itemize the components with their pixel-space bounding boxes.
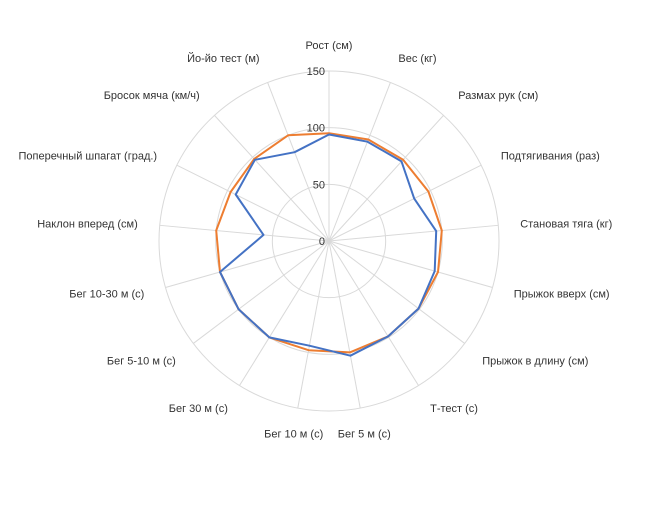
grid-spoke bbox=[328, 240, 419, 386]
grid-spoke bbox=[193, 240, 330, 344]
series-line-1 bbox=[219, 133, 438, 357]
grid-spoke bbox=[239, 240, 330, 386]
category-label: Йо-йо тест (м) bbox=[187, 52, 260, 65]
grid-spoke bbox=[328, 164, 482, 242]
grid-spoke bbox=[159, 224, 330, 242]
tick-label: 50 bbox=[313, 179, 325, 191]
category-label: Т-тест (с) bbox=[430, 403, 478, 415]
tick-label: 150 bbox=[307, 66, 325, 78]
grid-spoke bbox=[328, 82, 391, 242]
grid-spoke bbox=[297, 240, 330, 409]
grid-spoke bbox=[214, 115, 330, 242]
radar-grid bbox=[158, 70, 500, 412]
radial-tick-labels: 0 50 100 150 bbox=[307, 66, 325, 248]
grid-spoke bbox=[328, 240, 361, 409]
grid-spoke bbox=[328, 240, 465, 344]
grid-spoke bbox=[328, 224, 499, 242]
grid-spoke bbox=[165, 240, 330, 289]
radar-series bbox=[215, 132, 443, 357]
grid-spoke bbox=[176, 164, 330, 242]
category-label: Вес (кг) bbox=[398, 53, 436, 65]
category-label: Становая тяга (кг) bbox=[520, 218, 612, 230]
grid-spoke bbox=[328, 115, 444, 242]
category-label: Размах рук (см) bbox=[458, 90, 538, 102]
category-label: Подтягивания (раз) bbox=[501, 150, 600, 162]
category-label: Поперечный шпагат (град.) bbox=[19, 150, 158, 162]
category-label: Бег 5-10 м (с) bbox=[107, 356, 176, 368]
category-label: Рост (см) bbox=[306, 40, 353, 52]
category-label: Прыжок в длину (см) bbox=[482, 356, 588, 368]
category-label: Бег 10 м (с) bbox=[264, 429, 323, 441]
category-label: Бросок мяча (км/ч) bbox=[104, 90, 200, 102]
grid-spoke bbox=[267, 82, 330, 242]
category-labels: Рост (см) Вес (кг) Размах рук (см) Подтягив… bbox=[19, 40, 613, 441]
grid-spoke bbox=[328, 240, 493, 289]
category-label: Наклон вперед (см) bbox=[37, 218, 138, 230]
tick-label: 0 bbox=[319, 236, 325, 248]
category-label: Бег 30 м (с) bbox=[169, 403, 228, 415]
category-label: Бег 10-30 м (с) bbox=[69, 289, 144, 301]
category-label: Прыжок вверх (см) bbox=[514, 289, 610, 301]
category-label: Бег 5 м (с) bbox=[338, 429, 391, 441]
tick-label: 100 bbox=[307, 123, 325, 135]
